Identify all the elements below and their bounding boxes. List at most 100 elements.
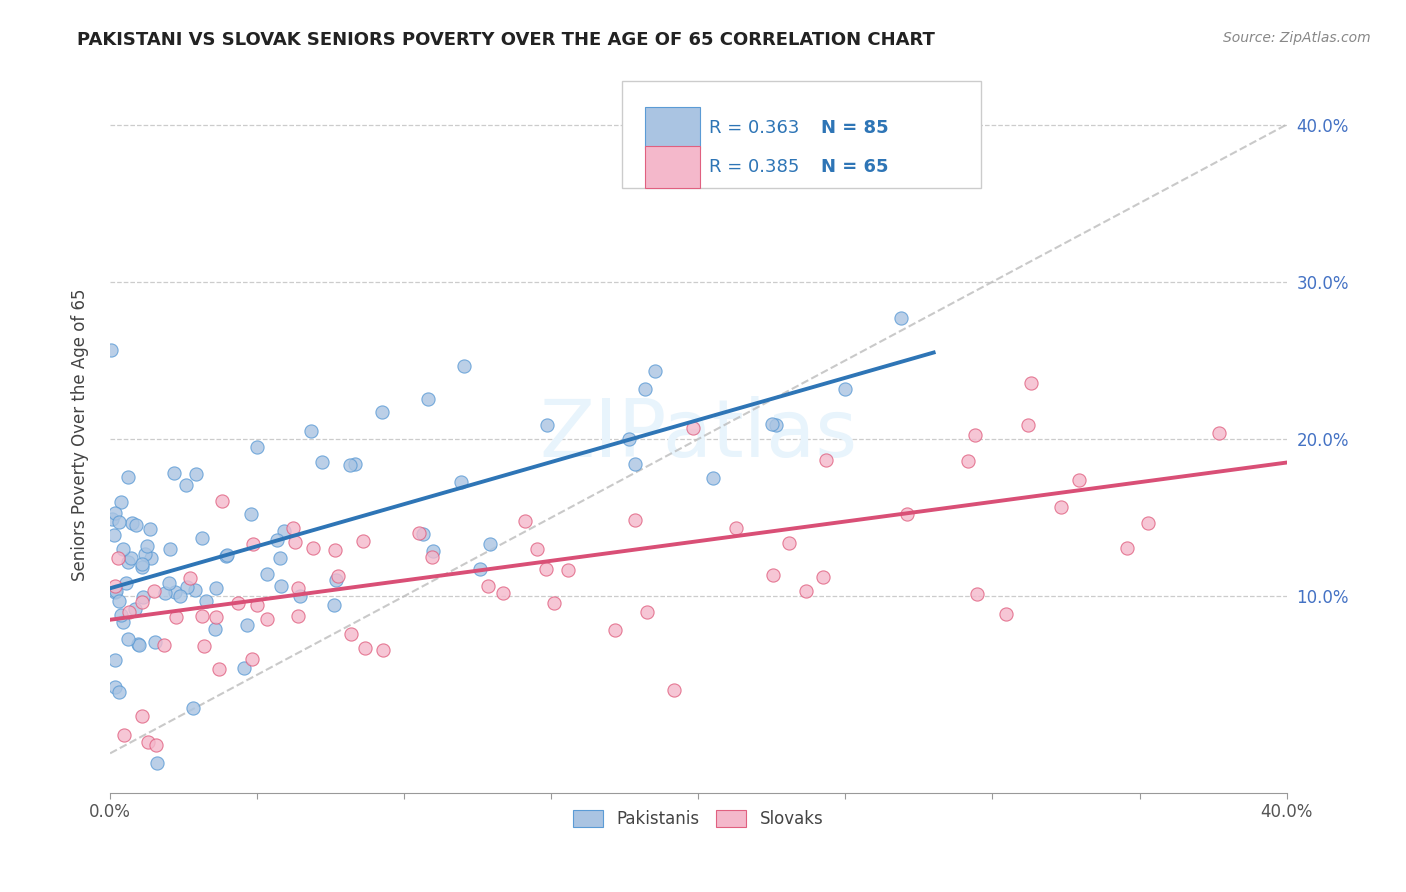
Point xyxy=(412,526,434,541)
Point xyxy=(104,585,127,599)
Point xyxy=(146,756,169,770)
Point xyxy=(778,536,800,550)
Text: R = 0.363: R = 0.363 xyxy=(709,119,799,136)
Point xyxy=(117,555,139,569)
Point xyxy=(633,383,655,397)
Point xyxy=(112,541,135,556)
Point xyxy=(117,470,139,484)
Point xyxy=(131,559,153,574)
Point xyxy=(110,608,132,623)
Point xyxy=(124,517,146,532)
Point xyxy=(299,424,322,438)
Point xyxy=(165,610,187,624)
Point xyxy=(135,539,157,553)
Point xyxy=(132,590,155,604)
Point xyxy=(169,590,191,604)
Point xyxy=(235,618,257,632)
Point xyxy=(124,602,146,616)
Point xyxy=(143,635,166,649)
Point xyxy=(240,507,263,521)
Point xyxy=(325,574,347,588)
Text: PAKISTANI VS SLOVAK SENIORS POVERTY OVER THE AGE OF 65 CORRELATION CHART: PAKISTANI VS SLOVAK SENIORS POVERTY OVER… xyxy=(77,31,935,49)
Text: Source: ZipAtlas.com: Source: ZipAtlas.com xyxy=(1223,31,1371,45)
Y-axis label: Seniors Poverty Over the Age of 65: Seniors Poverty Over the Age of 65 xyxy=(72,289,89,582)
Point xyxy=(207,662,229,676)
Point xyxy=(1049,500,1071,514)
Point xyxy=(204,622,226,636)
Point xyxy=(603,623,626,637)
Point xyxy=(994,607,1017,621)
Point xyxy=(352,534,374,549)
Point xyxy=(644,363,666,377)
Point xyxy=(211,494,233,508)
Point xyxy=(623,514,645,528)
Point xyxy=(477,579,499,593)
Point xyxy=(966,587,988,601)
Point xyxy=(193,639,215,653)
Point xyxy=(526,542,548,557)
Text: R = 0.385: R = 0.385 xyxy=(709,158,799,177)
Legend: Pakistanis, Slovaks: Pakistanis, Slovaks xyxy=(567,803,830,834)
FancyBboxPatch shape xyxy=(645,146,700,188)
Point xyxy=(101,512,124,526)
Point xyxy=(543,596,565,610)
Point xyxy=(725,521,748,535)
Text: N = 85: N = 85 xyxy=(821,119,889,136)
Point xyxy=(266,533,288,548)
Point xyxy=(416,392,439,406)
Point xyxy=(103,527,125,541)
Point xyxy=(815,453,838,467)
Point xyxy=(1137,516,1160,530)
Point xyxy=(834,382,856,396)
Point xyxy=(284,535,307,549)
Point xyxy=(302,541,325,556)
Point xyxy=(761,417,783,432)
Point xyxy=(242,537,264,551)
Point xyxy=(163,466,186,480)
Point xyxy=(112,728,135,742)
Point xyxy=(623,457,645,471)
Point xyxy=(205,609,228,624)
Point xyxy=(1019,376,1042,390)
Point xyxy=(191,608,214,623)
Point xyxy=(1208,425,1230,440)
Point xyxy=(121,516,143,530)
Point xyxy=(215,549,238,563)
Point xyxy=(270,579,292,593)
Point xyxy=(233,661,256,675)
Point xyxy=(111,615,134,630)
Point xyxy=(176,580,198,594)
Point xyxy=(204,581,226,595)
Point xyxy=(420,549,443,564)
Point xyxy=(765,418,787,433)
Point xyxy=(195,594,218,608)
Point xyxy=(145,739,167,753)
Point xyxy=(174,477,197,491)
Point xyxy=(344,457,367,471)
Point xyxy=(105,583,128,598)
Point xyxy=(534,562,557,576)
Point xyxy=(184,582,207,597)
Point xyxy=(143,584,166,599)
Point xyxy=(127,637,149,651)
Point xyxy=(470,562,492,576)
Point xyxy=(100,343,122,357)
Point xyxy=(762,567,785,582)
Point xyxy=(108,515,131,529)
Point xyxy=(104,653,127,667)
Point xyxy=(136,734,159,748)
Point xyxy=(811,570,834,584)
Point xyxy=(492,586,515,600)
Point xyxy=(104,680,127,694)
Point xyxy=(191,531,214,545)
Point xyxy=(682,421,704,435)
Point xyxy=(134,547,156,561)
Point xyxy=(107,551,129,566)
Point xyxy=(513,514,536,528)
Point xyxy=(890,310,912,325)
Point xyxy=(1017,418,1039,433)
Point xyxy=(422,543,444,558)
Point xyxy=(794,584,817,599)
Point xyxy=(104,579,127,593)
Point xyxy=(107,684,129,698)
